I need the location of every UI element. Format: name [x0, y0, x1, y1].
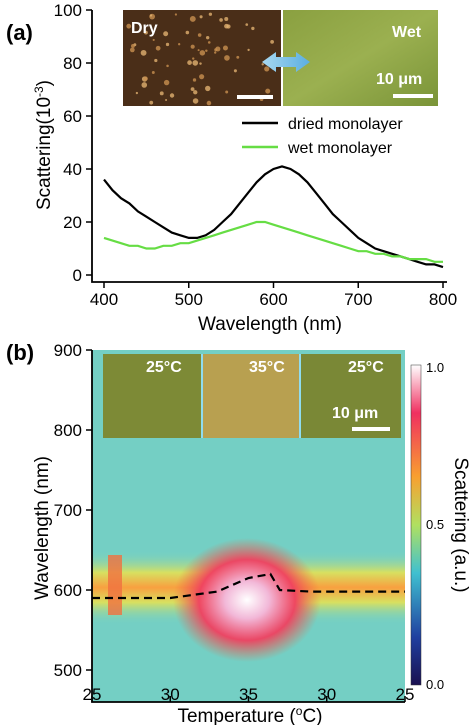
panel-b-xtick-label: 25 — [83, 685, 102, 704]
colorbar-tick-max: 1.0 — [426, 360, 444, 375]
wet-scale-bar — [393, 94, 433, 98]
panel-b-xtick-label: 25 — [396, 685, 415, 704]
panel-a-inset: Dry Wet 10 μm — [123, 10, 438, 106]
panel-b-xtick-label: 35 — [239, 685, 258, 704]
panel-a-ytick-label: 60 — [63, 107, 82, 126]
double-arrow-icon — [262, 52, 310, 72]
inset-b-label-3: 25°C — [348, 359, 384, 376]
panel-a-ytick-label: 100 — [54, 1, 82, 20]
inset-b-image-3 — [301, 354, 401, 438]
panel-a-ytick-label: 20 — [63, 213, 82, 232]
panel-a-ytick-label: 40 — [63, 160, 82, 179]
panel-a-xtick-label: 500 — [175, 290, 203, 309]
inset-b-scale-label: 10 μm — [332, 405, 378, 422]
colorbar-label: Scattering (a.u.) — [450, 457, 471, 592]
dry-image — [123, 10, 281, 106]
panel-b-xlabel: Temperature (oC) — [177, 704, 322, 725]
inset-b-image-2 — [203, 354, 299, 438]
panel-a-xtick-label: 600 — [259, 290, 287, 309]
panel-b-inset: 25°C 35°C 25°C 10 μm — [103, 354, 401, 438]
colorbar: 1.0 0.5 0.0 Scattering (a.u.) — [410, 360, 471, 692]
wet-monolayer-line — [103, 220, 443, 263]
panel-a-ytick-label: 0 — [73, 266, 82, 285]
inset-a-scale-label: 10 μm — [376, 71, 422, 88]
panel-a-legend: dried monolayer wet monolayer — [242, 116, 403, 157]
legend-wet-label: wet monolayer — [287, 140, 393, 157]
panel-a-xlabel: Wavelength (nm) — [198, 314, 342, 335]
colorbar-tick-min: 0.0 — [426, 677, 444, 692]
panel-a-label: (a) — [6, 20, 33, 45]
panel-b-ylabel: Wavelength (nm) — [32, 456, 53, 600]
colorbar-tick-mid: 0.5 — [426, 517, 444, 532]
panel-a-xtick-label: 800 — [429, 290, 457, 309]
inset-b-image-1 — [103, 354, 201, 438]
panel-b-label: (b) — [6, 340, 34, 365]
dried-monolayer-line — [103, 165, 444, 269]
wet-image — [283, 10, 438, 106]
panel-a-axes — [91, 10, 447, 283]
panel-b-xtick-label: 30 — [161, 685, 180, 704]
panel-b-ytick-label: 900 — [54, 341, 82, 360]
panel-b-xtick-label: 30 — [317, 685, 336, 704]
legend-dried-label: dried monolayer — [288, 116, 403, 133]
dry-scale-bar — [237, 95, 273, 99]
panel-a-ylabel: Scattering(10-3) — [32, 80, 55, 210]
wet-label: Wet — [392, 24, 422, 41]
peak-dashed-line — [92, 572, 405, 600]
dry-label: Dry — [131, 20, 158, 37]
inset-b-scale-bar — [352, 427, 390, 431]
panel-a-xtick-label: 700 — [344, 290, 372, 309]
panel-b-ytick-label: 600 — [54, 581, 82, 600]
panel-b-ytick-label: 800 — [54, 421, 82, 440]
colorbar-gradient — [410, 364, 422, 686]
panel-a-ytick-label: 80 — [63, 54, 82, 73]
heatmap-hotspot — [173, 538, 321, 662]
panel-b-ytick-label: 500 — [54, 661, 82, 680]
inset-b-label-1: 25°C — [146, 359, 182, 376]
panel-a-xtick-label: 400 — [90, 290, 118, 309]
panel-b-ytick-label: 700 — [54, 501, 82, 520]
inset-b-label-2: 35°C — [249, 359, 285, 376]
heatmap-edge-spot — [108, 555, 122, 615]
